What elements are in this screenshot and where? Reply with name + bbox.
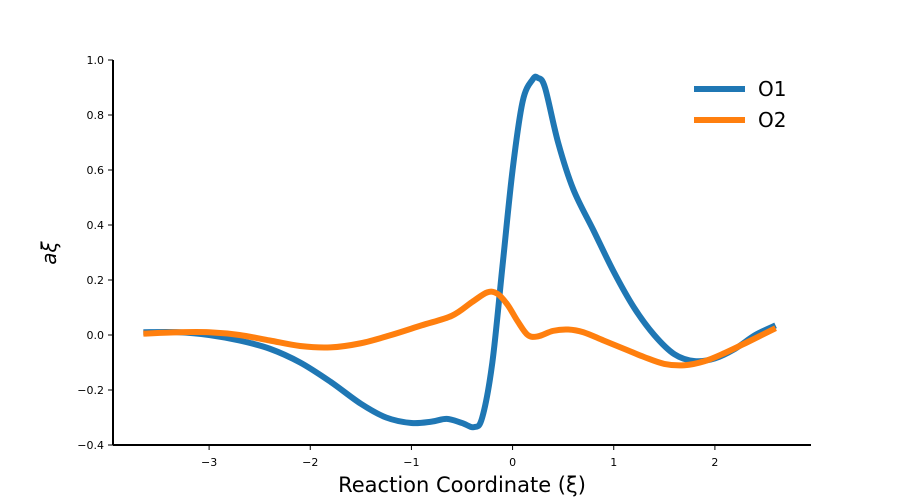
x-tick-label: 2 [711,456,718,469]
axes: −3 −2 −1 0 1 2 −0.4 −0.2 0.0 0.2 0.4 0.6 0.8 1.0 [77,54,811,469]
y-axis-title: aξ [37,240,61,264]
x-tick-label: −1 [403,456,419,469]
x-tick-label: −3 [201,456,217,469]
x-tick-label: −2 [302,456,318,469]
x-tick-label: 1 [610,456,617,469]
y-ticks: −0.4 −0.2 0.0 0.2 0.4 0.6 0.8 1.0 [77,54,113,452]
series-line-o2 [143,288,777,369]
y-tick-label: −0.4 [77,439,104,452]
y-tick-label: −0.2 [77,384,104,397]
legend-label-o2: O2 [758,108,786,132]
y-tick-label: 0.6 [87,164,105,177]
y-tick-label: 1.0 [87,54,105,67]
x-tick-label: 0 [509,456,516,469]
y-tick-label: 0.8 [87,109,105,122]
y-tick-label: 0.0 [87,329,105,342]
legend-label-o1: O1 [758,77,786,101]
x-ticks: −3 −2 −1 0 1 2 [201,445,718,469]
plot-area [143,73,777,431]
y-tick-label: 0.2 [87,274,105,287]
series-line-o1 [143,73,777,431]
x-axis-title: Reaction Coordinate (ξ) [338,473,586,497]
y-tick-label: 0.4 [87,219,105,232]
